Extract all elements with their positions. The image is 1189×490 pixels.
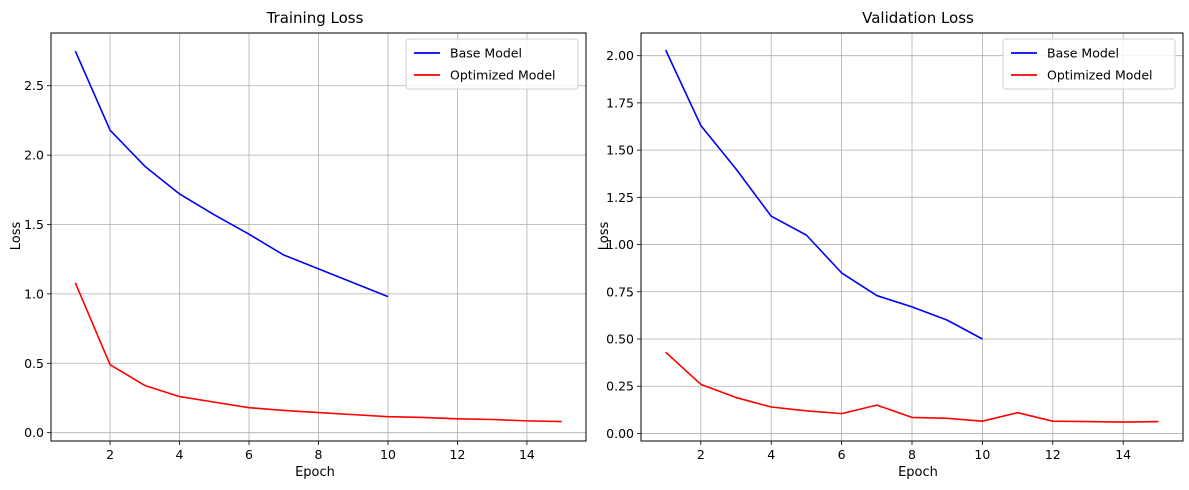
- x-tick-label: 2: [106, 447, 114, 462]
- series-line-optimized-model: [665, 351, 1159, 423]
- x-axis-label: Epoch: [898, 465, 938, 480]
- validation-loss-chart: Validation Loss 2 4 6 8 10 12 14 0.00 0.25 0.50 0.…: [597, 9, 1184, 480]
- x-tick-label: 10: [974, 447, 990, 462]
- y-tick-label: 1.25: [606, 190, 634, 205]
- legend-label: Optimized Model: [450, 68, 556, 83]
- x-tick-label: 12: [450, 447, 466, 462]
- y-tick-label: 0.50: [606, 332, 634, 347]
- y-tick-label: 2.0: [24, 148, 44, 163]
- legend-label: Base Model: [1047, 46, 1119, 61]
- chart-title: Training Loss: [266, 9, 364, 27]
- y-axis-label: Loss: [597, 222, 612, 251]
- x-tick-label: 2: [697, 447, 705, 462]
- y-tick-label: 2.5: [24, 78, 44, 93]
- chart-title: Validation Loss: [862, 9, 974, 27]
- x-tick-label: 4: [767, 447, 775, 462]
- legend: Base Model Optimized Model: [1002, 38, 1176, 90]
- x-tick-label: 10: [380, 447, 396, 462]
- series-line-base-model: [664, 49, 983, 340]
- x-tick-label: 14: [1115, 447, 1131, 462]
- x-tick-label: 6: [245, 447, 253, 462]
- legend-box: [1002, 38, 1176, 90]
- series-line-optimized-model: [74, 282, 562, 423]
- y-tick-label: 0.75: [606, 284, 634, 299]
- y-tick-label: 0.0: [24, 425, 44, 440]
- x-axis-label: Epoch: [295, 465, 335, 480]
- series-line-base-model: [74, 50, 389, 298]
- y-tick-label: 0.5: [24, 356, 44, 371]
- y-axis-label: Loss: [9, 222, 24, 251]
- x-tick-label: 14: [519, 447, 535, 462]
- x-tick-label: 4: [176, 447, 184, 462]
- x-tick-label: 8: [908, 447, 916, 462]
- x-tick-label: 6: [838, 447, 846, 462]
- x-tick-label: 8: [315, 447, 323, 462]
- grid: [641, 33, 1183, 441]
- legend-label: Base Model: [450, 46, 522, 61]
- y-tick-label: 0.00: [606, 426, 634, 441]
- series-lines: [74, 50, 562, 423]
- x-tick-label: 12: [1045, 447, 1061, 462]
- training-loss-chart: Training Loss 2 4 6 8 10 12 140.00.51.01.52.02…: [9, 9, 587, 480]
- legend-box: [405, 38, 579, 90]
- y-tick-label: 1.00: [606, 237, 634, 252]
- y-tick-label: 1.75: [606, 95, 634, 110]
- y-tick-label: 1.0: [24, 286, 44, 301]
- legend-label: Optimized Model: [1047, 68, 1153, 83]
- y-tick-label: 0.25: [606, 379, 634, 394]
- y-tick-label: 1.5: [24, 217, 44, 232]
- y-tick-label: 2.00: [606, 48, 634, 63]
- y-tick-label: 1.50: [606, 143, 634, 158]
- axis-ticks: 2 4 6 8 10 12 14 0.0 0.5 1.0 1.5 2.0 2.5: [24, 78, 535, 462]
- axis-ticks: 2 4 6 8 10 12 14 0.00 0.25 0.50 0.75 1.00 1.25 1.50 1.…: [606, 48, 1131, 462]
- series-lines: [664, 49, 1159, 423]
- legend: Base Model Optimized Model: [405, 38, 579, 90]
